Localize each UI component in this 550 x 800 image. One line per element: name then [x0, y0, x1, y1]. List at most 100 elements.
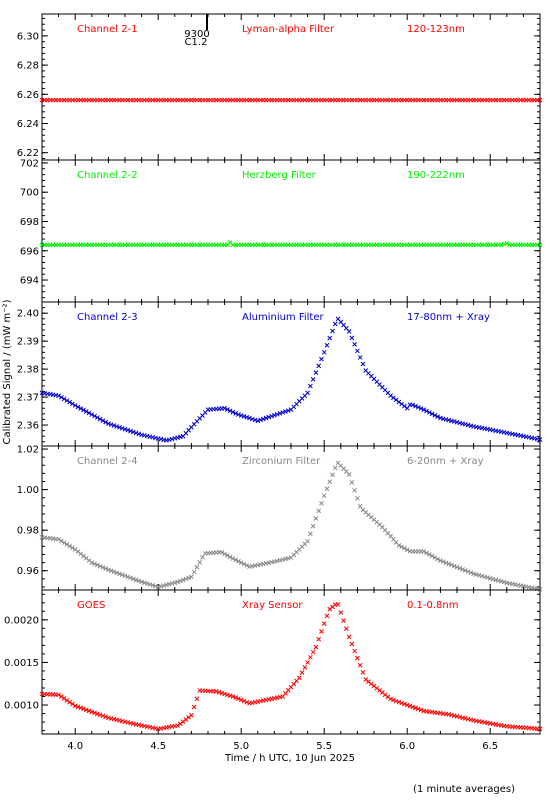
series-points: [39, 460, 543, 592]
data-point: [236, 558, 241, 564]
data-point: [94, 711, 100, 717]
data-point: [332, 321, 338, 327]
data-point: [349, 480, 355, 485]
x-tick-label: 6.0: [399, 741, 415, 752]
data-point: [308, 383, 313, 389]
data-point: [324, 342, 330, 348]
data-point: [136, 431, 142, 437]
data-point: [114, 424, 120, 429]
data-point: [319, 356, 324, 362]
data-point: [67, 699, 73, 705]
data-point: [274, 411, 280, 417]
data-point: [72, 403, 78, 408]
data-point: [56, 536, 61, 542]
y-tick-label: 2.38: [17, 365, 39, 376]
data-point: [128, 428, 133, 434]
data-point: [191, 569, 197, 575]
x-axis: 4.0 4.5 5.0 5.5 6.0 6.5: [67, 741, 498, 752]
data-point: [404, 405, 410, 411]
data-point: [460, 567, 465, 572]
series-points: [39, 240, 543, 248]
data-point: [233, 557, 239, 563]
data-point: [360, 361, 366, 367]
data-point: [78, 406, 84, 411]
y-tick-label: 698: [20, 217, 39, 228]
data-point: [388, 696, 393, 702]
data-point: [144, 581, 150, 586]
data-point: [391, 697, 396, 703]
data-point: [457, 565, 463, 571]
data-point: [468, 570, 474, 576]
data-point: [183, 576, 189, 582]
data-point: [249, 416, 255, 422]
data-point: [537, 97, 543, 103]
data-point: [117, 425, 122, 430]
channel-label: Channel 2-4: [77, 456, 138, 467]
channel-label: GOES: [77, 600, 105, 611]
band-label: 6-20nm + Xray: [407, 456, 484, 467]
y-tick-label: 0.0020: [4, 615, 39, 626]
flare-marker-class: C1.2: [185, 37, 208, 48]
data-point: [454, 564, 460, 570]
data-point: [67, 399, 73, 405]
y-tick-label: 6.30: [17, 31, 39, 42]
x-tick-label: 6.5: [482, 741, 498, 752]
series-points: [39, 316, 543, 443]
filter-label: Xray Sensor: [242, 600, 303, 611]
data-point: [103, 714, 108, 720]
data-point: [435, 414, 440, 419]
y-tick-label: 6.24: [17, 119, 39, 130]
data-point: [435, 556, 440, 562]
data-point: [355, 495, 360, 501]
data-point: [449, 562, 454, 568]
data-point: [426, 410, 432, 415]
data-point: [189, 574, 194, 580]
data-point: [355, 348, 360, 354]
data-point: [103, 419, 108, 425]
data-point: [308, 531, 313, 537]
data-point: [142, 580, 147, 586]
data-point: [415, 404, 421, 410]
data-point: [308, 654, 313, 660]
data-point: [238, 413, 244, 418]
data-point: [252, 417, 258, 423]
data-point: [244, 414, 250, 420]
data-point: [230, 556, 236, 561]
data-point: [139, 579, 144, 585]
data-point: [316, 508, 322, 514]
data-point: [272, 412, 277, 418]
panel-4: 0.96 0.98 1.00 1.02 Channel 2-4 Zirconium Fil…: [17, 445, 543, 592]
y-tick-label: 0.98: [17, 526, 39, 537]
data-point: [92, 710, 97, 716]
data-point: [219, 690, 225, 696]
data-point: [537, 437, 543, 442]
data-point: [56, 393, 61, 399]
data-point: [410, 704, 416, 710]
data-point: [255, 418, 261, 424]
panel-2: 694 696 698 700 702 Channel 2-2 Herzberg Filte…: [20, 158, 543, 303]
data-point: [332, 465, 338, 471]
x-tick-label: 5.0: [233, 741, 249, 752]
data-point: [92, 413, 97, 419]
data-point: [78, 705, 84, 711]
data-point: [346, 329, 352, 334]
panel-5: 0.0010 0.0015 0.0020 GOES Xray Sensor 0.1-0.8…: [4, 589, 543, 735]
data-point: [175, 723, 180, 728]
data-point: [194, 696, 200, 702]
data-point: [70, 401, 75, 407]
series-points: [39, 602, 543, 732]
data-point: [537, 242, 543, 248]
data-point: [498, 242, 504, 248]
data-point: [305, 390, 310, 396]
panel-frame: [41, 159, 541, 303]
y-tick-label: 0.0010: [4, 701, 39, 712]
data-point: [324, 486, 330, 492]
data-point: [299, 670, 305, 676]
data-point: [324, 613, 330, 619]
data-point: [197, 559, 203, 565]
data-point: [357, 503, 363, 509]
data-point: [97, 712, 103, 718]
channel-label: Channel 2-3: [77, 312, 138, 323]
data-point: [346, 634, 352, 640]
panel-frame: [41, 445, 541, 591]
